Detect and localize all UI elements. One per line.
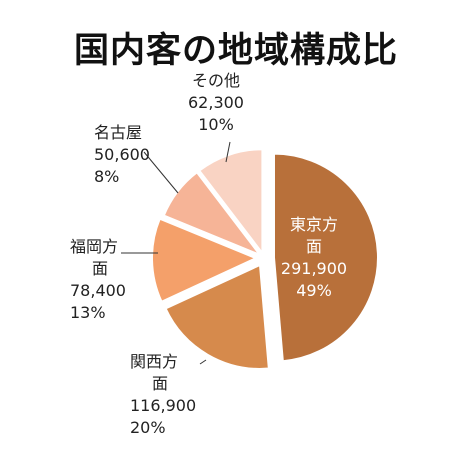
slice-label-4: 名古屋 50,600 8%: [94, 123, 150, 186]
slice-label-1: 東京方面 291,900 49%: [281, 215, 347, 300]
chart-title: 国内客の地域構成比: [73, 31, 398, 71]
leader-line-5: [225, 141, 231, 163]
leader-line-4: [143, 151, 179, 194]
pie-slice-2: [164, 263, 270, 370]
leader-line-2: [199, 359, 207, 365]
pie-slice-1: [272, 152, 379, 363]
slice-label-2: 関西方面 116,900 20%: [130, 352, 196, 437]
pie-slice-3: [151, 217, 259, 304]
slice-label-3: 福岡方面 78,400 13%: [70, 237, 126, 322]
pie-slice-5: [197, 148, 264, 257]
slice-label-5: その他 62,300 10%: [188, 71, 244, 134]
